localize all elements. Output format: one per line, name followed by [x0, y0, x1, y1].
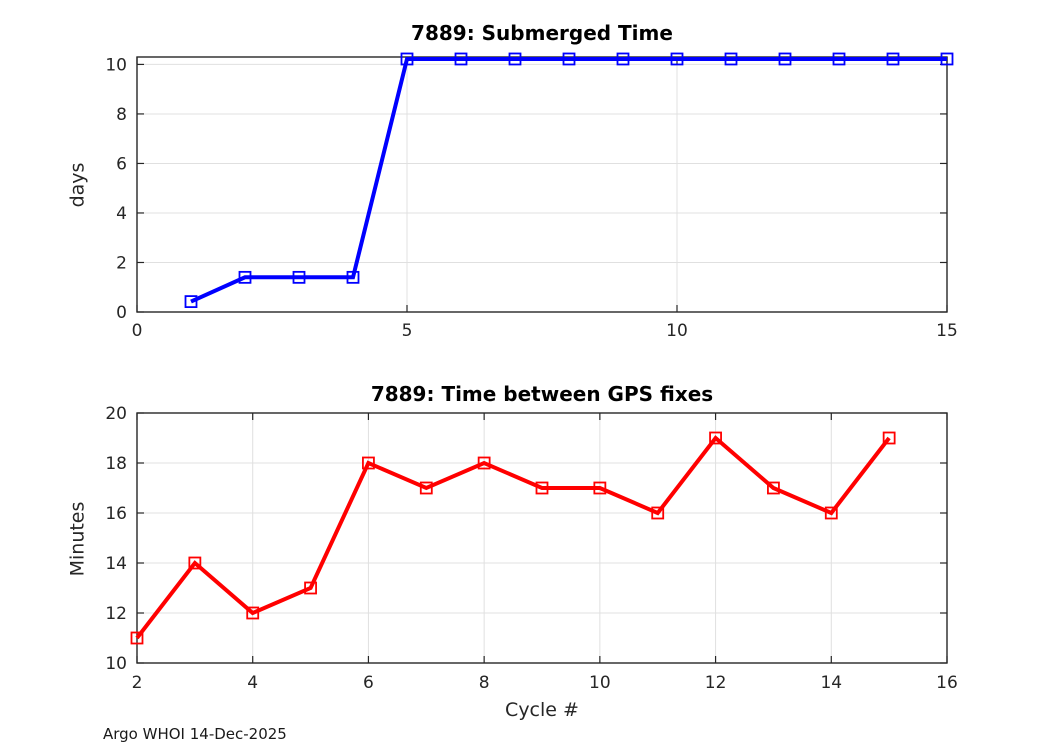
- chart1-title: 7889: Submerged Time: [411, 21, 673, 45]
- axes-frame: [136, 412, 948, 664]
- data-marker: [767, 481, 780, 495]
- data-marker: [188, 556, 202, 570]
- y-tick-labels: 0 2 4 6 8 10: [105, 55, 127, 323]
- data-marker: [508, 52, 522, 66]
- data-marker: [882, 431, 896, 445]
- tick-label: 12: [105, 604, 127, 624]
- tick-label: 5: [402, 321, 413, 341]
- data-marker: [400, 52, 414, 66]
- data-marker: [724, 52, 738, 66]
- tick-label: 2: [132, 673, 143, 693]
- x-tick-labels: 0 5 10 15: [132, 321, 958, 341]
- tick-label: 6: [116, 154, 127, 174]
- grid-lines: [136, 57, 948, 313]
- tick-marks: [136, 57, 948, 313]
- tick-label: 14: [105, 554, 127, 574]
- data-marker: [562, 52, 576, 66]
- data-marker: [709, 431, 722, 445]
- data-marker: [616, 52, 630, 66]
- tick-label: 10: [105, 55, 127, 75]
- data-marker: [238, 270, 252, 284]
- y-tick-labels: 10 12 14 16 18 20: [105, 404, 127, 674]
- data-marker: [346, 270, 360, 284]
- tick-label: 2: [116, 253, 127, 273]
- figure-footer: Argo WHOI 14-Dec-2025: [103, 725, 287, 743]
- data-marker: [778, 52, 792, 66]
- tick-label: 15: [936, 321, 958, 341]
- tick-label: 10: [666, 321, 688, 341]
- chart-2-plot-area: 2 4 6 8 10 12 14 16 10 12 14 16 18 20: [105, 404, 957, 693]
- data-line: [135, 435, 891, 640]
- tick-label: 4: [116, 204, 127, 224]
- data-marker: [651, 506, 665, 520]
- data-line: [190, 57, 947, 304]
- data-marker: [362, 456, 375, 470]
- chart2-xlabel: Cycle #: [505, 699, 579, 721]
- tick-label: 16: [936, 673, 958, 693]
- tick-marks: [136, 412, 948, 664]
- tick-label: 18: [105, 454, 127, 474]
- axes-frame: [136, 56, 948, 313]
- tick-label: 0: [116, 303, 127, 323]
- data-marker: [593, 481, 607, 495]
- tick-label: 10: [105, 654, 127, 674]
- tick-label: 8: [116, 105, 127, 125]
- data-marker: [184, 295, 198, 309]
- data-marker: [670, 52, 684, 66]
- tick-label: 10: [589, 673, 611, 693]
- chart2-title: 7889: Time between GPS fixes: [370, 382, 714, 406]
- data-marker: [477, 456, 491, 470]
- data-marker: [535, 481, 549, 495]
- chart-1-plot-area: 0 5 10 15 0 2 4 6 8 10: [105, 52, 958, 341]
- tick-label: 8: [479, 673, 490, 693]
- data-markers: [184, 52, 954, 309]
- data-marker: [832, 52, 846, 66]
- data-marker: [130, 631, 144, 645]
- data-marker: [886, 52, 900, 66]
- data-marker: [246, 606, 260, 620]
- data-marker: [824, 506, 838, 520]
- tick-label: 12: [705, 673, 727, 693]
- data-marker: [454, 52, 468, 66]
- tick-label: 16: [105, 504, 127, 524]
- tick-label: 6: [363, 673, 374, 693]
- data-marker: [940, 52, 954, 66]
- data-marker: [292, 270, 306, 284]
- data-marker: [419, 481, 433, 495]
- tick-label: 14: [820, 673, 842, 693]
- tick-label: 0: [132, 321, 143, 341]
- x-tick-labels: 2 4 6 8 10 12 14 16: [132, 673, 958, 693]
- tick-label: 4: [247, 673, 258, 693]
- data-marker: [304, 581, 317, 595]
- grid-lines: [136, 412, 948, 664]
- data-markers: [130, 431, 896, 645]
- tick-label: 20: [105, 404, 127, 424]
